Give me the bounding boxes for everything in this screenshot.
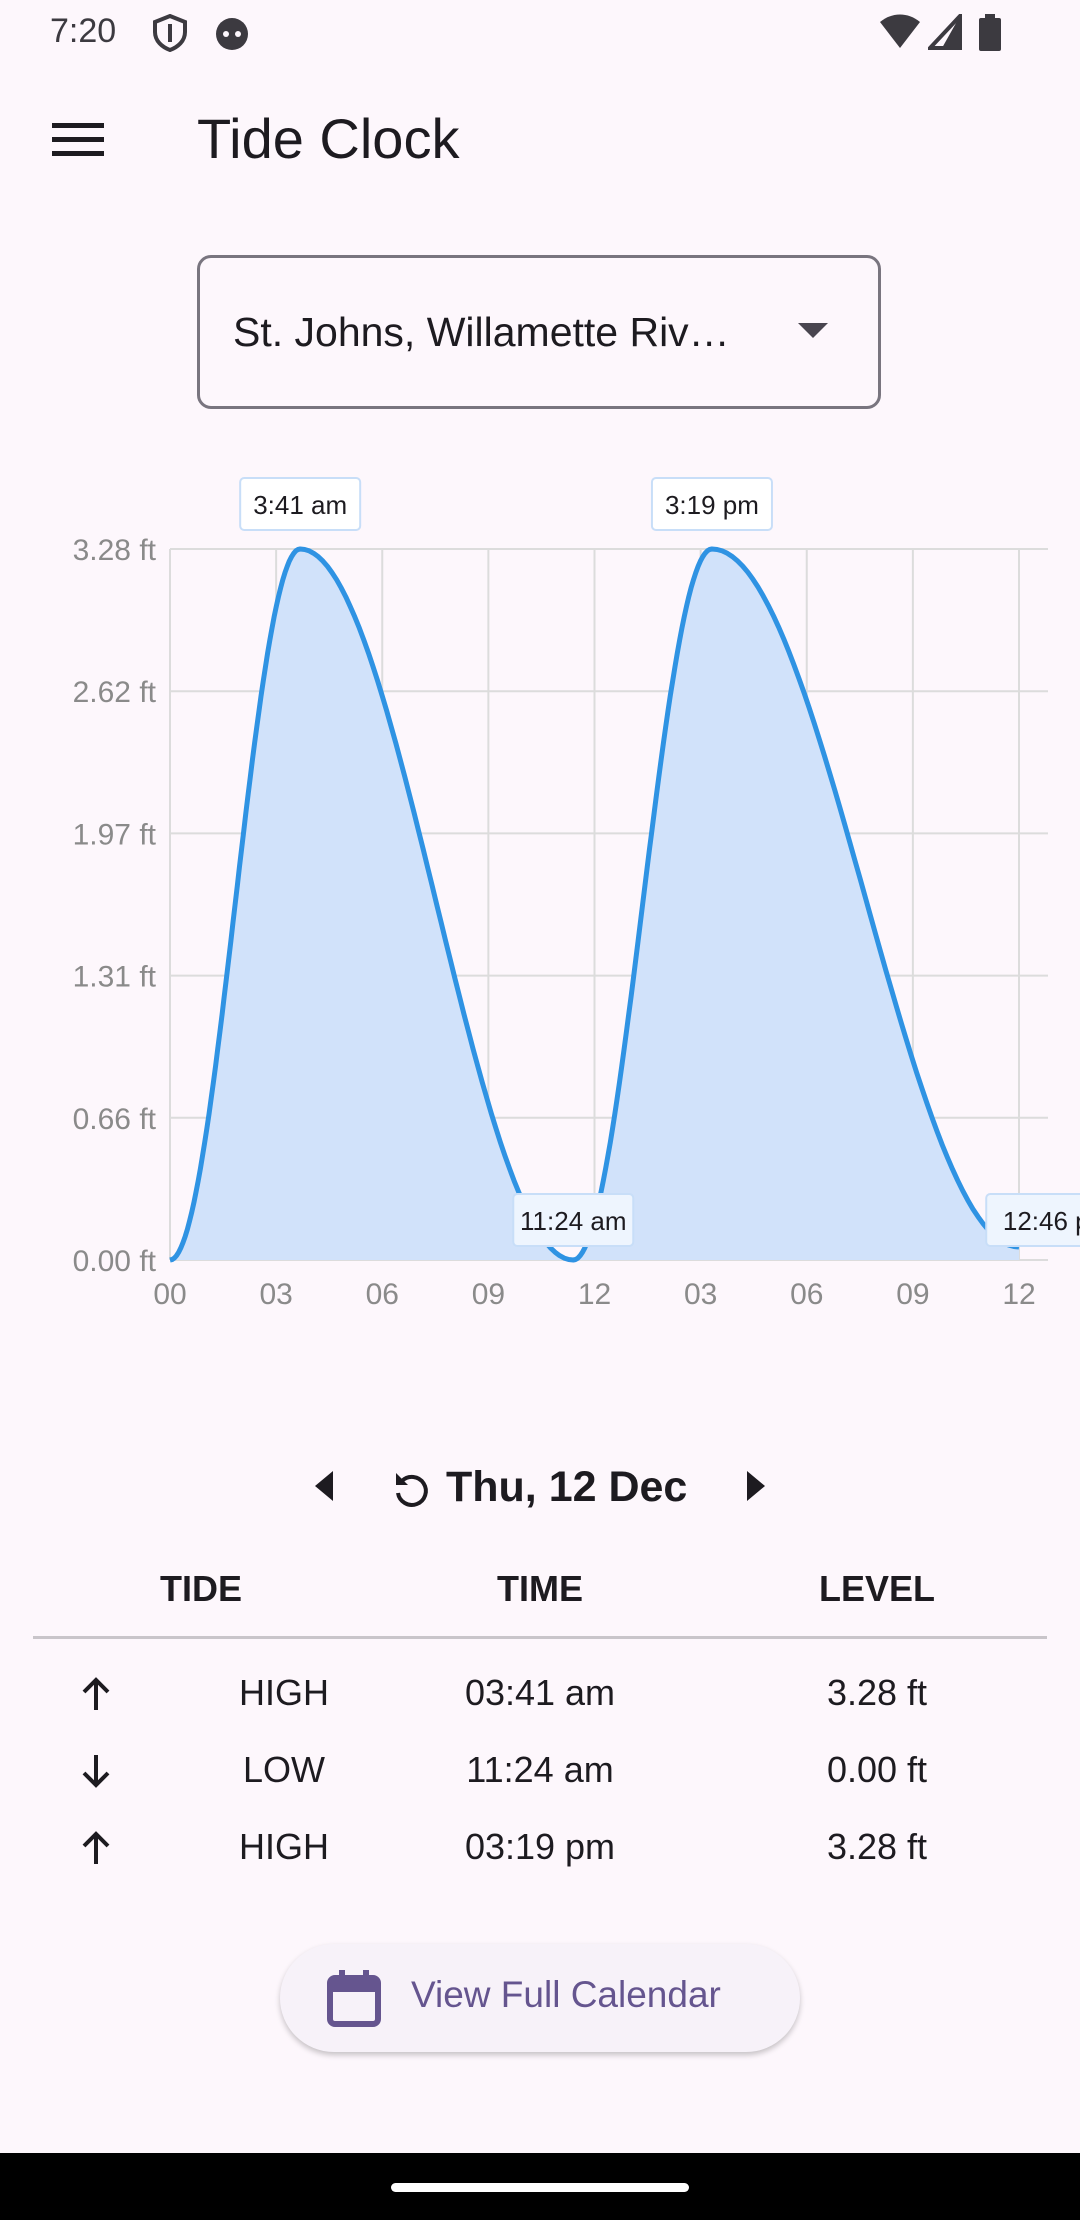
- tide-chart: 0.00 ft 0.66 ft 1.31 ft 1.97 ft 2.62 ft 3.28 …: [73, 477, 1080, 1311]
- station-selected-value: St. Johns, Willamette Riv…: [233, 309, 730, 355]
- wifi-icon: [880, 14, 920, 48]
- tide-event-label-box: [512, 1193, 635, 1247]
- tide-type: HIGH: [239, 1672, 329, 1713]
- x-tick-label: 12: [1002, 1278, 1035, 1311]
- tide-level: 3.28 ft: [826, 1672, 928, 1713]
- android-face-icon: [216, 18, 248, 50]
- triangle-right-icon[interactable]: [745, 1469, 767, 1503]
- tide-event-label: 11:24 am: [520, 1206, 626, 1236]
- table-row: HIGH 03:41 am 3.28 ft: [33, 1658, 1047, 1734]
- tide-type: HIGH: [239, 1826, 329, 1867]
- tide-event-label: 3:41 am: [253, 490, 347, 520]
- current-date: Thu, 12 Dec: [446, 1463, 688, 1511]
- tide-time: 03:19 pm: [464, 1826, 616, 1867]
- tide-level: 3.28 ft: [826, 1826, 928, 1867]
- signal-icon: [928, 14, 962, 50]
- column-header-tide: TIDE: [159, 1568, 243, 1609]
- tide-event-label-box: [239, 477, 362, 531]
- app-bar: Tide Clock: [0, 66, 1080, 216]
- station-dropdown[interactable]: St. Johns, Willamette Riv…: [197, 255, 881, 409]
- status-time: 7:20: [50, 12, 117, 50]
- down-arrow-icon: [82, 1755, 110, 1788]
- x-tick-label: 09: [896, 1278, 929, 1311]
- hamburger-menu-icon: [52, 123, 104, 156]
- x-tick-label: 09: [472, 1278, 505, 1311]
- tide-time: 11:24 am: [466, 1749, 614, 1790]
- tide-table-header: TIDE TIME LEVEL: [33, 1560, 1047, 1639]
- x-tick-label: 03: [259, 1278, 292, 1311]
- menu-button[interactable]: [40, 110, 116, 170]
- tide-event-label-box: [985, 1193, 1080, 1247]
- triangle-left-icon[interactable]: [313, 1469, 335, 1503]
- date-navigation: Thu, 12 Dec: [0, 1455, 1080, 1525]
- y-tick-label: 0.66 ft: [73, 1103, 157, 1136]
- up-arrow-icon: [82, 1677, 110, 1710]
- x-tick-label: 03: [684, 1278, 717, 1311]
- x-tick-label: 06: [366, 1278, 399, 1311]
- table-row: HIGH 03:19 pm 3.28 ft: [33, 1812, 1047, 1888]
- tide-event-label: 12:46 p: [1003, 1206, 1080, 1236]
- refresh-icon[interactable]: [392, 1469, 432, 1509]
- up-arrow-icon: [82, 1831, 110, 1864]
- y-tick-label: 1.31 ft: [73, 961, 157, 994]
- battery-icon: [979, 14, 1001, 51]
- app-title: Tide Clock: [197, 107, 460, 170]
- tide-time: 03:41 am: [464, 1672, 616, 1713]
- y-tick-label: 3.28 ft: [73, 534, 157, 567]
- view-full-calendar-button[interactable]: View Full Calendar: [280, 1944, 800, 2052]
- y-tick-label: 0.00 ft: [73, 1245, 157, 1278]
- tide-curve-line: [169, 546, 1020, 1263]
- tide-type: LOW: [242, 1749, 326, 1790]
- view-full-calendar-label: View Full Calendar: [411, 1974, 721, 2015]
- y-tick-label: 1.97 ft: [73, 818, 157, 851]
- caret-down-icon: [798, 323, 828, 338]
- home-gesture-handle[interactable]: [391, 2183, 689, 2192]
- status-bar: 7:20: [0, 0, 1080, 66]
- shield-icon: [153, 14, 187, 52]
- tide-area-fill: [170, 549, 1019, 1260]
- column-header-level: LEVEL: [818, 1568, 936, 1609]
- tide-event-label-box: [650, 477, 773, 531]
- tide-level: 0.00 ft: [826, 1749, 928, 1790]
- x-tick-label: 06: [790, 1278, 823, 1311]
- tide-event-label: 3:19 pm: [665, 490, 759, 520]
- system-navigation-bar: [0, 2153, 1080, 2220]
- calendar-icon: [327, 1970, 381, 2027]
- table-row: LOW 11:24 am 0.00 ft: [33, 1735, 1047, 1811]
- y-tick-label: 2.62 ft: [73, 676, 157, 709]
- column-header-time: TIME: [497, 1568, 583, 1609]
- x-tick-label: 12: [578, 1278, 611, 1311]
- x-tick-label: 00: [153, 1278, 186, 1311]
